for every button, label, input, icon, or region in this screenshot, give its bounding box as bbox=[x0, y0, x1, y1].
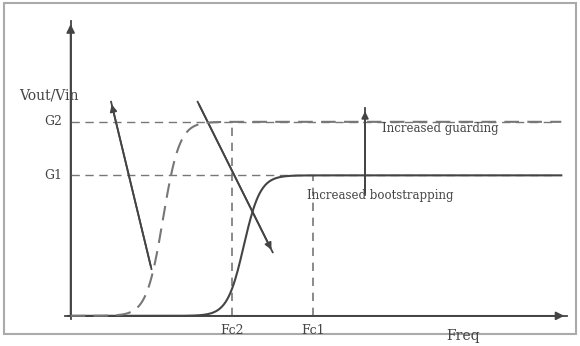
Text: Fc1: Fc1 bbox=[301, 324, 325, 337]
Text: Fc2: Fc2 bbox=[220, 324, 244, 337]
Text: Freq: Freq bbox=[447, 329, 480, 343]
Text: G1: G1 bbox=[44, 169, 62, 182]
Text: Increased bootstrapping: Increased bootstrapping bbox=[307, 189, 454, 202]
Text: G2: G2 bbox=[44, 115, 62, 128]
Text: Increased guarding: Increased guarding bbox=[382, 122, 499, 135]
Text: Vout/Vin: Vout/Vin bbox=[19, 88, 78, 102]
